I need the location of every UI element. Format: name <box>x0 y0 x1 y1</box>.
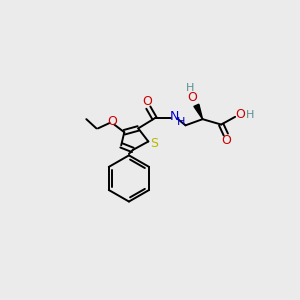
Text: N: N <box>170 110 179 123</box>
Polygon shape <box>194 104 203 119</box>
Text: H: H <box>246 110 254 119</box>
Text: O: O <box>222 134 232 147</box>
Text: O: O <box>142 95 152 108</box>
Text: S: S <box>151 137 158 150</box>
Text: H: H <box>186 83 194 93</box>
Text: O: O <box>235 108 245 121</box>
Text: O: O <box>187 91 197 104</box>
Text: H: H <box>177 117 185 127</box>
Text: O: O <box>108 115 118 128</box>
